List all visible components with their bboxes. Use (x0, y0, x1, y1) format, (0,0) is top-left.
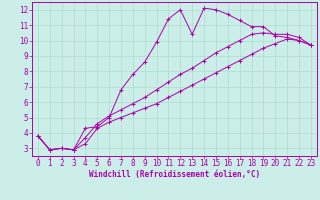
X-axis label: Windchill (Refroidissement éolien,°C): Windchill (Refroidissement éolien,°C) (89, 170, 260, 179)
